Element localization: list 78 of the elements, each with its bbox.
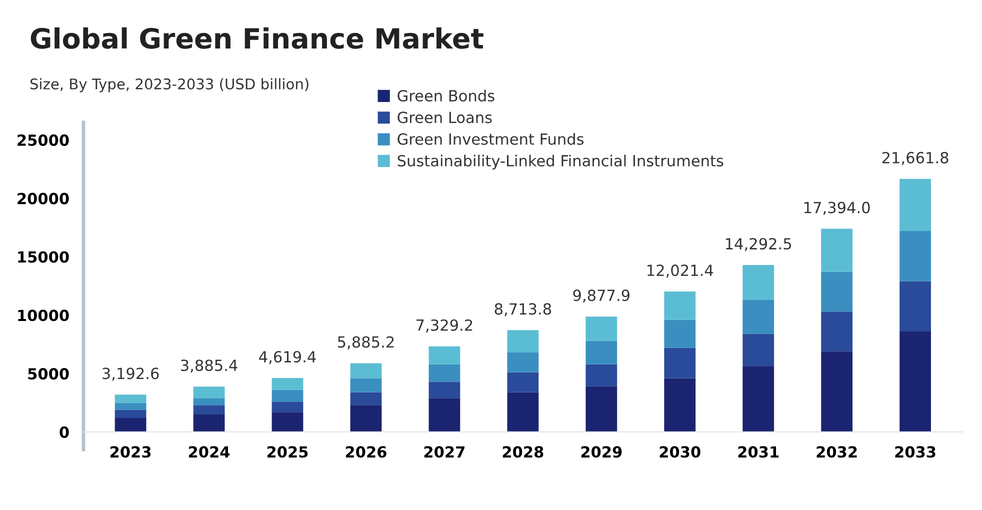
y-tick-label: 0	[60, 426, 69, 438]
bar	[821, 228, 852, 272]
bar	[664, 292, 696, 320]
bar	[821, 272, 852, 312]
bar	[350, 405, 382, 432]
bar	[193, 414, 225, 432]
total-label: 3,885.4	[181, 360, 238, 373]
total-label: 12,021.4	[648, 264, 714, 278]
y-tick-label: 20000	[18, 192, 69, 204]
x-tick-label: 2032	[816, 446, 857, 458]
bar	[272, 412, 304, 432]
y-tick-label: 25000	[18, 134, 69, 146]
x-tick-label: 2029	[581, 446, 622, 458]
bar	[586, 340, 618, 364]
bar	[742, 300, 774, 334]
bar	[586, 386, 618, 432]
total-label: 17,394.0	[804, 202, 870, 215]
bar	[664, 348, 696, 378]
bar	[193, 405, 225, 414]
bar	[742, 265, 774, 300]
bar	[350, 392, 382, 406]
legend-label: Green Loans	[398, 112, 492, 124]
bar	[507, 352, 539, 372]
legend-label: Green Investment Funds	[398, 133, 584, 145]
bar	[350, 363, 382, 378]
y-tick-label: 5000	[28, 368, 69, 380]
chart-title: Global Green Finance Market	[30, 27, 484, 49]
x-tick-label: 2024	[188, 446, 230, 458]
bar	[428, 398, 460, 432]
total-label: 4,619.4	[259, 350, 316, 364]
bar	[900, 332, 931, 432]
bar	[193, 398, 225, 406]
bar	[114, 418, 146, 432]
bar	[428, 346, 460, 364]
total-label: 8,713.8	[494, 303, 552, 316]
x-tick-label: 2031	[738, 446, 779, 458]
bar	[664, 320, 696, 348]
bar	[742, 334, 774, 367]
bar	[272, 402, 304, 412]
x-tick-label: 2028	[502, 446, 544, 458]
total-label: 14,292.5	[726, 238, 792, 252]
bar	[114, 394, 146, 403]
bar	[428, 364, 460, 382]
legend-label: Green Bonds	[398, 90, 494, 102]
total-label: 7,329.2	[416, 319, 472, 332]
bar	[586, 316, 618, 341]
x-tick-label: 2027	[424, 446, 464, 458]
chart-subtitle: Size, By Type, 2023-2033 (USD billion)	[30, 78, 308, 92]
x-tick-label: 2023	[110, 446, 151, 458]
y-tick-label: 10000	[18, 310, 69, 322]
bar	[114, 402, 146, 410]
bar	[821, 351, 852, 432]
bar	[900, 178, 931, 232]
bar	[507, 392, 539, 432]
total-label: 21,661.8	[882, 152, 948, 166]
legend-label: Sustainability-Linked Financial Instruments	[398, 154, 724, 170]
bar	[272, 390, 304, 402]
bar	[900, 231, 931, 282]
bar	[586, 364, 618, 386]
y-tick-label: 15000	[18, 251, 69, 263]
bar	[507, 330, 539, 353]
bar	[272, 378, 304, 390]
bar	[664, 378, 696, 432]
x-tick-label: 2030	[660, 446, 700, 458]
total-label: 9,877.9	[573, 290, 630, 303]
bar	[428, 382, 460, 398]
bar	[114, 410, 146, 418]
bar	[900, 281, 931, 332]
total-label: 3,192.6	[102, 368, 159, 381]
x-tick-label: 2026	[346, 446, 386, 458]
bar	[821, 312, 852, 352]
bar	[742, 366, 774, 432]
x-tick-label: 2025	[267, 446, 308, 458]
total-label: 5,885.2	[338, 336, 394, 350]
bar	[193, 386, 225, 398]
bar	[507, 372, 539, 392]
x-tick-label: 2033	[895, 446, 936, 458]
bar	[350, 378, 382, 392]
